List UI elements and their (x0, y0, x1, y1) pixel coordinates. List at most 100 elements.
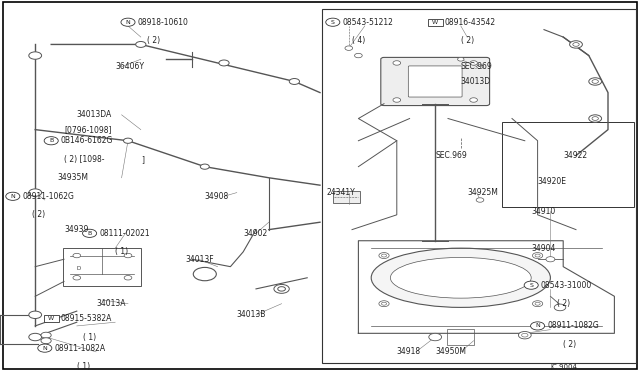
Text: ( 1): ( 1) (115, 247, 129, 256)
Text: 08918-10610: 08918-10610 (138, 18, 188, 27)
Text: [0796-1098]: [0796-1098] (64, 125, 111, 134)
Text: 34013A: 34013A (96, 299, 125, 308)
Circle shape (531, 322, 545, 330)
Text: SEC.969: SEC.969 (435, 151, 467, 160)
Circle shape (532, 301, 543, 307)
Text: 34013F: 34013F (186, 255, 214, 264)
Text: 36406Y: 36406Y (115, 62, 144, 71)
Text: 0B146-6162G: 0B146-6162G (61, 136, 113, 145)
Text: 24341Y: 24341Y (326, 188, 355, 197)
Text: ( 1): ( 1) (77, 362, 90, 371)
Circle shape (124, 276, 132, 280)
Circle shape (532, 253, 543, 259)
Text: ( 2): ( 2) (563, 340, 577, 349)
Circle shape (121, 18, 135, 26)
Circle shape (381, 302, 387, 305)
Circle shape (345, 46, 353, 50)
Text: 34950M: 34950M (435, 347, 466, 356)
Circle shape (470, 98, 477, 102)
Text: 34925M: 34925M (467, 188, 498, 197)
Circle shape (29, 333, 42, 341)
Circle shape (29, 52, 42, 59)
Circle shape (219, 60, 229, 66)
Text: W: W (48, 316, 54, 321)
Text: 34908: 34908 (205, 192, 229, 201)
Circle shape (393, 61, 401, 65)
Circle shape (429, 333, 442, 341)
Circle shape (546, 257, 555, 262)
Text: 34013B: 34013B (237, 310, 266, 319)
Text: 34920E: 34920E (538, 177, 566, 186)
Circle shape (193, 267, 216, 281)
Circle shape (326, 18, 340, 26)
Ellipse shape (371, 248, 550, 307)
Circle shape (379, 301, 389, 307)
Text: 08111-02021: 08111-02021 (99, 229, 150, 238)
FancyBboxPatch shape (447, 329, 474, 345)
Text: N: N (42, 346, 47, 351)
Text: 34013DA: 34013DA (77, 110, 112, 119)
Circle shape (6, 192, 20, 201)
Circle shape (29, 189, 42, 196)
Text: 34922: 34922 (563, 151, 588, 160)
Ellipse shape (390, 257, 531, 298)
Circle shape (41, 332, 51, 338)
FancyBboxPatch shape (333, 191, 360, 203)
Text: 08911-1082G: 08911-1082G (547, 321, 599, 330)
Text: N: N (125, 20, 131, 25)
Circle shape (355, 53, 362, 58)
Text: SEC.969: SEC.969 (461, 62, 493, 71)
FancyBboxPatch shape (428, 19, 443, 26)
Text: 34918: 34918 (397, 347, 421, 356)
Text: 34910: 34910 (531, 206, 556, 216)
Text: JC 9004: JC 9004 (550, 364, 577, 370)
Circle shape (44, 137, 58, 145)
Text: 08911-1082A: 08911-1082A (54, 344, 106, 353)
Text: ( 2) [1098-: ( 2) [1098- (64, 155, 104, 164)
Text: B: B (88, 231, 92, 236)
Circle shape (476, 198, 484, 202)
Circle shape (573, 42, 579, 46)
Circle shape (38, 344, 52, 352)
Circle shape (274, 285, 289, 294)
Text: B: B (49, 138, 53, 143)
Circle shape (518, 331, 531, 339)
Text: D: D (77, 266, 81, 271)
Circle shape (381, 254, 387, 257)
Circle shape (535, 254, 540, 257)
Text: W: W (432, 20, 438, 25)
Circle shape (73, 276, 81, 280)
Text: N: N (10, 194, 15, 199)
Text: 34939: 34939 (64, 225, 88, 234)
Circle shape (200, 164, 209, 169)
Text: S: S (529, 283, 533, 288)
Text: ( 4): ( 4) (352, 36, 365, 45)
Circle shape (522, 333, 528, 337)
Text: 08543-31000: 08543-31000 (541, 281, 592, 290)
Circle shape (124, 138, 132, 143)
FancyBboxPatch shape (408, 66, 462, 97)
Circle shape (524, 281, 538, 289)
Circle shape (592, 117, 598, 121)
Circle shape (589, 115, 602, 122)
Text: ( 2): ( 2) (557, 299, 570, 308)
Circle shape (379, 253, 389, 259)
Circle shape (289, 78, 300, 84)
Circle shape (393, 98, 401, 102)
Circle shape (73, 253, 81, 258)
Circle shape (554, 304, 566, 311)
Text: 08911-1062G: 08911-1062G (22, 192, 74, 201)
FancyBboxPatch shape (63, 248, 141, 286)
Text: 34902: 34902 (243, 229, 268, 238)
Circle shape (589, 78, 602, 85)
Circle shape (41, 338, 51, 344)
Circle shape (136, 42, 146, 47)
Text: N: N (535, 323, 540, 328)
Text: 34013D: 34013D (461, 77, 491, 86)
Text: ( 2): ( 2) (32, 210, 45, 219)
Text: ( 2): ( 2) (147, 36, 161, 45)
Text: 34935M: 34935M (58, 173, 88, 182)
Circle shape (477, 65, 483, 68)
Text: S: S (331, 20, 335, 25)
Circle shape (29, 311, 42, 318)
